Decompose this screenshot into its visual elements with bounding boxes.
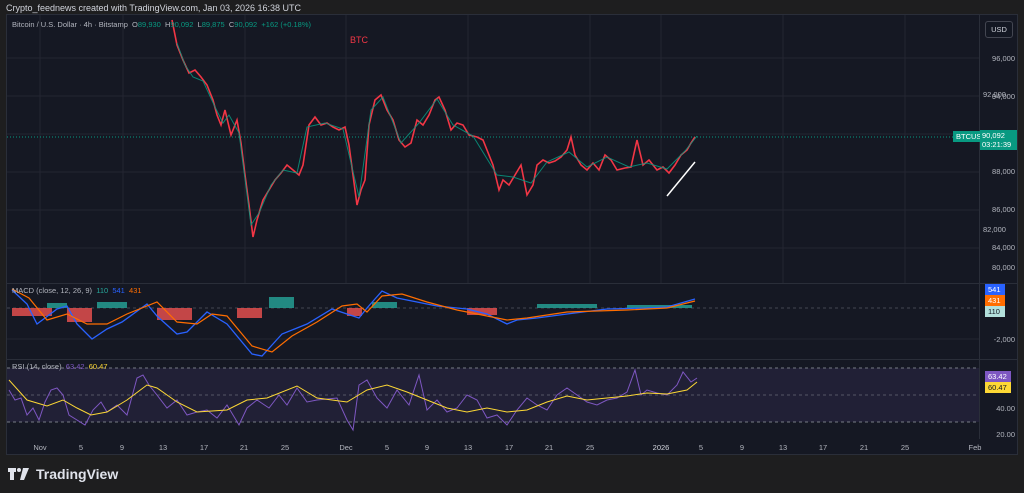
time-tick: 25: [585, 443, 595, 452]
brand-name: TradingView: [36, 466, 119, 482]
time-tick: 21: [859, 443, 869, 452]
last-price: 90,092: [982, 131, 1005, 140]
price-tick: 96,000: [992, 54, 1015, 63]
macd-pane[interactable]: MACD (close, 12, 26, 9) 110 541 431: [7, 284, 979, 359]
rsi-tick: 20.00: [996, 430, 1015, 439]
last-price-badge: 90,092 03:21:39: [980, 130, 1017, 150]
price-tick: 84,000: [992, 243, 1015, 252]
time-tick: Dec: [339, 443, 353, 452]
rsi-pane[interactable]: RSI (14, close) 63.42 60.47: [7, 360, 979, 439]
currency-button[interactable]: USD: [985, 21, 1013, 38]
macd-signal-value: 431: [129, 286, 142, 295]
price-tick: 88,000: [992, 167, 1015, 176]
time-tick: 13: [158, 443, 168, 452]
trendline: [666, 161, 696, 197]
macd-hist-value: 110: [96, 286, 109, 295]
time-tick: 25: [900, 443, 910, 452]
time-axis[interactable]: Nov 5 9 13 17 21 25 Dec 5 9 13 17 21 25 …: [7, 439, 982, 455]
time-tick: 5: [78, 443, 84, 452]
pane-separator[interactable]: [7, 283, 1017, 284]
price-scale[interactable]: 96,000 94,000 88,000 86,000 84,000 80,00…: [979, 15, 1018, 283]
time-tick: Feb: [968, 443, 982, 452]
macd-signal-line: [11, 288, 696, 353]
ohlc-close: 90,092: [234, 20, 258, 29]
ohlc-low: 89,875: [201, 20, 225, 29]
tradingview-logo-icon: [8, 468, 29, 480]
macd-chart: [7, 288, 979, 357]
rsi-tick: 40.00: [996, 404, 1015, 413]
macd-scale[interactable]: 541 431 110 -2,000: [979, 284, 1018, 359]
rsi-ma-badge: 60.47: [985, 382, 1011, 393]
time-tick: 9: [739, 443, 745, 452]
rsi-value: 63.42: [65, 362, 85, 371]
time-tick: 2026: [652, 443, 670, 452]
time-tick: 9: [424, 443, 430, 452]
time-tick: 17: [199, 443, 209, 452]
rsi-scale[interactable]: 63.42 60.47 40.00 20.00: [979, 360, 1018, 439]
symbol-badge: BTCUSD: [953, 131, 990, 142]
rsi-title: RSI (14, close): [12, 362, 62, 371]
price-chart: [7, 15, 979, 283]
rsi-ma-line: [8, 379, 698, 416]
price-path-down: [171, 19, 696, 238]
price-tick: 92,000: [983, 90, 1006, 99]
time-tick: 17: [504, 443, 514, 452]
time-tick: 21: [239, 443, 249, 452]
time-tick: 9: [119, 443, 125, 452]
ohlc-high: 90,092: [170, 20, 194, 29]
rsi-line: [8, 368, 698, 432]
time-tick: 25: [280, 443, 290, 452]
symbol-title: Bitcoin / U.S. Dollar · 4h · Bitstamp: [12, 20, 128, 29]
macd-histogram: [12, 297, 692, 322]
pane-separator[interactable]: [7, 359, 1017, 360]
time-tick: 5: [698, 443, 704, 452]
price-path-up: [176, 42, 698, 227]
macd-line: [11, 289, 696, 357]
signal-value-badge: 431: [985, 295, 1005, 306]
rsi-value-badge: 63.42: [985, 371, 1011, 382]
hist-value-badge: 110: [985, 306, 1005, 317]
btc-annotation[interactable]: BTC: [350, 35, 368, 45]
macd-value-badge: 541: [985, 284, 1005, 295]
price-tick: 82,000: [983, 225, 1006, 234]
chart-frame: Bitcoin / U.S. Dollar · 4h · Bitstamp O8…: [6, 14, 1018, 455]
macd-legend[interactable]: MACD (close, 12, 26, 9) 110 541 431: [12, 286, 142, 295]
macd-title: MACD (close, 12, 26, 9): [12, 286, 93, 295]
rsi-ma-value: 60.47: [88, 362, 108, 371]
time-tick: 17: [818, 443, 828, 452]
price-tick: 80,000: [992, 263, 1015, 272]
time-tick: Nov: [33, 443, 47, 452]
bar-countdown: 03:21:39: [982, 140, 1012, 149]
macd-tick: -2,000: [993, 335, 1015, 344]
time-tick: 13: [778, 443, 788, 452]
time-tick: 5: [384, 443, 390, 452]
ohlc-open: 89,930: [137, 20, 161, 29]
symbol-legend[interactable]: Bitcoin / U.S. Dollar · 4h · Bitstamp O8…: [12, 20, 312, 29]
chart-caption: Crypto_feednews created with TradingView…: [6, 3, 302, 13]
grid-lines: [7, 15, 979, 283]
macd-value: 541: [112, 286, 125, 295]
price-pane[interactable]: Bitcoin / U.S. Dollar · 4h · Bitstamp O8…: [7, 15, 979, 283]
tradingview-logo[interactable]: TradingView: [8, 466, 118, 482]
time-tick: 13: [463, 443, 473, 452]
ohlc-change: +162 (+0.18%): [261, 20, 312, 29]
time-tick: 21: [544, 443, 554, 452]
price-tick: 94,000: [992, 92, 1015, 101]
rsi-legend[interactable]: RSI (14, close) 63.42 60.47: [12, 362, 108, 371]
rsi-chart: [7, 367, 979, 432]
price-tick: 86,000: [992, 205, 1015, 214]
